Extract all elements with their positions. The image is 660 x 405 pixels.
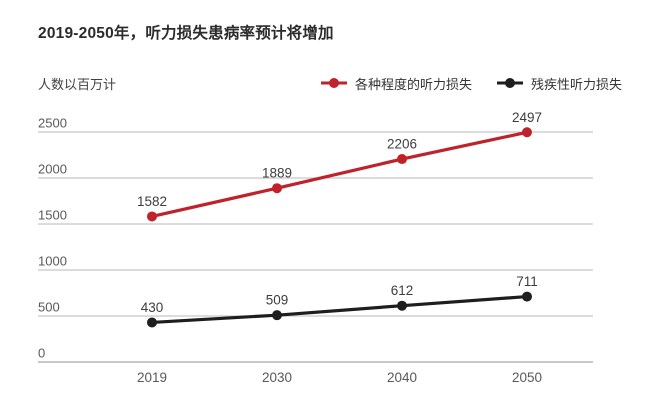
y-axis-tick-label: 500 <box>38 300 60 315</box>
series-line <box>151 294 528 325</box>
data-point <box>397 154 407 165</box>
y-axis-tick-label: 0 <box>38 346 45 361</box>
data-label: 2206 <box>387 137 417 152</box>
x-axis-tick-label: 2040 <box>387 370 417 385</box>
data-label: 1582 <box>137 194 167 209</box>
data-label: 430 <box>141 300 164 315</box>
data-label: 1889 <box>262 166 292 181</box>
legend-label-disabling: 残疾性听力损失 <box>530 76 622 92</box>
data-point <box>522 127 532 138</box>
data-point <box>147 211 157 222</box>
chart-legend: 各种程度的听力损失 残疾性听力损失 <box>320 74 622 93</box>
data-label: 2497 <box>512 110 542 125</box>
y-axis-tick-label: 1000 <box>38 254 67 269</box>
data-label: 612 <box>391 283 414 298</box>
data-point <box>272 183 282 194</box>
legend-item-all-degrees: 各种程度的听力损失 <box>320 74 472 93</box>
line-dot-marker-icon <box>496 78 523 88</box>
legend-item-disabling: 残疾性听力损失 <box>496 74 622 93</box>
y-axis-tick-label: 2000 <box>38 162 67 177</box>
y-axis-unit-label: 人数以百万计 <box>38 76 117 92</box>
series-line <box>151 130 528 219</box>
chart-header-row: 人数以百万计 各种程度的听力损失 残疾性听力损失 <box>38 73 622 93</box>
x-axis-tick-label: 2030 <box>262 370 292 385</box>
data-label: 711 <box>516 274 538 289</box>
x-axis-tick-label: 2050 <box>512 370 542 385</box>
data-point <box>522 291 532 302</box>
data-label: 509 <box>266 293 289 308</box>
legend-label-all-degrees: 各种程度的听力损失 <box>354 76 472 92</box>
y-axis-tick-label: 2500 <box>38 116 67 131</box>
data-point <box>397 300 407 311</box>
line-dot-marker-icon <box>320 78 347 88</box>
data-point <box>272 310 282 321</box>
x-axis-tick-label: 2019 <box>137 370 167 385</box>
y-axis-tick-label: 1500 <box>38 208 67 223</box>
data-point <box>147 317 157 328</box>
chart-title: 2019-2050年，听力损失患病率预计将增加 <box>38 25 334 42</box>
